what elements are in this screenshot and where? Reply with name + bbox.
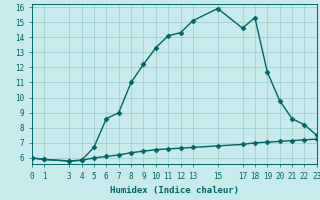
X-axis label: Humidex (Indice chaleur): Humidex (Indice chaleur) bbox=[110, 186, 239, 195]
